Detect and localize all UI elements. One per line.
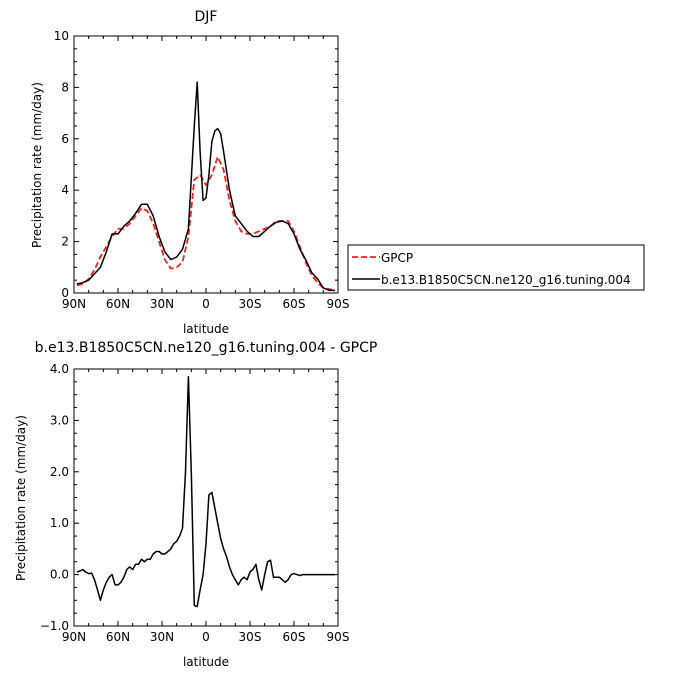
y-tick-label: 6 bbox=[61, 132, 69, 146]
y-tick-label: 4.0 bbox=[50, 362, 69, 376]
bottom-axis-ticks bbox=[73, 368, 339, 627]
y-tick-label: −1.0 bbox=[40, 619, 69, 633]
bottom-x-axis-label: latitude bbox=[183, 655, 229, 669]
x-tick-label: 90N bbox=[62, 297, 86, 311]
legend-label-model: b.e13.B1850C5CN.ne120_g16.tuning.004 bbox=[381, 273, 631, 287]
x-tick-label: 30N bbox=[150, 297, 174, 311]
bottom-chart-title: b.e13.B1850C5CN.ne120_g16.tuning.004 - G… bbox=[35, 340, 378, 356]
y-tick-label: 8 bbox=[61, 80, 69, 94]
panel-top-djf: DJF 90N 60N 30N 0 30S 60S 90S 0 2 4 6 8 10 latitude… bbox=[30, 9, 349, 336]
bottom-plot-frame bbox=[73, 368, 339, 627]
bottom-series-lines bbox=[76, 375, 336, 608]
top-y-axis-label: Precipitation rate (mm/day) bbox=[30, 82, 44, 248]
x-tick-label: 30S bbox=[239, 297, 262, 311]
top-chart-title: DJF bbox=[195, 9, 218, 25]
top-series-lines bbox=[76, 81, 336, 292]
top-x-axis-label: latitude bbox=[183, 322, 229, 336]
top-plot-frame bbox=[73, 35, 339, 294]
series-line-b-e13-b1850c5cn-ne120-g16-tuning-004 bbox=[76, 81, 336, 292]
x-tick-label: 90S bbox=[327, 297, 350, 311]
y-tick-label: 10 bbox=[54, 29, 69, 43]
y-tick-label: 0.0 bbox=[50, 568, 69, 582]
legend-label-gpcp: GPCP bbox=[381, 251, 413, 265]
bottom-y-tick-labels: −1.0 0.0 1.0 2.0 3.0 4.0 bbox=[40, 362, 69, 633]
x-tick-label: 60N bbox=[106, 297, 130, 311]
panel-bottom-diff: b.e13.B1850C5CN.ne120_g16.tuning.004 - G… bbox=[14, 340, 377, 669]
x-tick-label: 60S bbox=[283, 630, 306, 644]
x-tick-label: 90S bbox=[327, 630, 350, 644]
series-line-difference bbox=[76, 375, 336, 608]
y-tick-label: 1.0 bbox=[50, 516, 69, 530]
x-tick-label: 60N bbox=[106, 630, 130, 644]
y-tick-label: 4 bbox=[61, 183, 69, 197]
y-tick-label: 2.0 bbox=[50, 465, 69, 479]
top-x-tick-labels: 90N 60N 30N 0 30S 60S 90S bbox=[62, 297, 350, 311]
x-tick-label: 90N bbox=[62, 630, 86, 644]
bottom-y-axis-label: Precipitation rate (mm/day) bbox=[14, 415, 28, 581]
x-tick-label: 30S bbox=[239, 630, 262, 644]
series-line-gpcp bbox=[76, 155, 336, 292]
top-y-tick-labels: 0 2 4 6 8 10 bbox=[54, 29, 69, 300]
y-tick-label: 0 bbox=[61, 286, 69, 300]
y-tick-label: 3.0 bbox=[50, 413, 69, 427]
legend-box bbox=[347, 244, 645, 291]
legend: GPCP b.e13.B1850C5CN.ne120_g16.tuning.00… bbox=[347, 244, 645, 291]
y-tick-label: 2 bbox=[61, 235, 69, 249]
x-tick-label: 0 bbox=[202, 630, 210, 644]
x-tick-label: 60S bbox=[283, 297, 306, 311]
x-tick-label: 0 bbox=[202, 297, 210, 311]
bottom-x-tick-labels: 90N 60N 30N 0 30S 60S 90S bbox=[62, 630, 350, 644]
x-tick-label: 30N bbox=[150, 630, 174, 644]
top-axis-ticks bbox=[73, 35, 339, 294]
